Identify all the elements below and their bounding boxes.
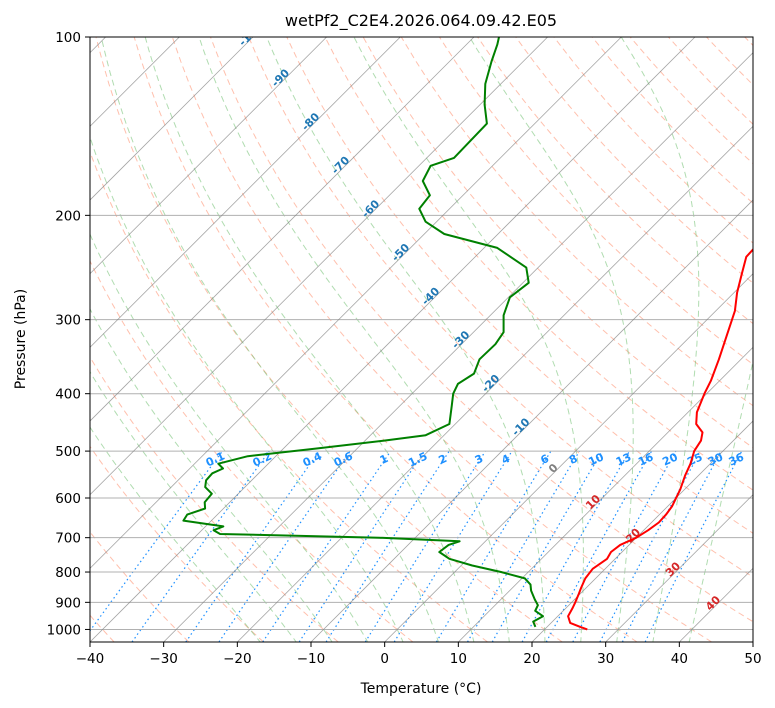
moist-adiabat xyxy=(469,37,634,642)
x-tick-label: 40 xyxy=(671,651,688,667)
isotherm-line xyxy=(90,37,622,569)
isotherm-line xyxy=(237,125,753,642)
mixing-ratio-label: 13 xyxy=(614,450,633,468)
plot-frame xyxy=(89,36,754,643)
x-tick-label: −20 xyxy=(223,651,252,667)
dry-adiabat xyxy=(171,37,712,642)
dry-adiabat xyxy=(515,37,753,284)
dry-adiabat xyxy=(210,37,753,623)
isotherm-line xyxy=(605,494,753,642)
y-tick-label: 200 xyxy=(55,208,81,224)
mixing-ratio-label: 30 xyxy=(706,450,726,468)
isotherm-line xyxy=(90,37,401,348)
isotherm-line xyxy=(531,420,753,642)
plot-area: -100-90-80-70-60-50-40-30-20-10010203040… xyxy=(90,20,753,642)
dry-adiabat xyxy=(286,37,753,534)
y-tick-label: 100 xyxy=(55,30,81,46)
mixing-ratio-label: 20 xyxy=(660,450,680,468)
moist-adiabat xyxy=(198,37,510,642)
grid-lines xyxy=(90,37,753,630)
y-tick-label: 900 xyxy=(55,595,81,611)
skewed-isotherms xyxy=(90,37,753,642)
mixing-ratio-label: 16 xyxy=(636,450,656,468)
moist-adiabat xyxy=(90,232,369,642)
isotherm-line xyxy=(163,52,753,642)
isotherm-line xyxy=(90,37,548,496)
isotherm-label: -100 xyxy=(236,20,265,49)
isotherm-line xyxy=(458,346,753,642)
dry-adiabat xyxy=(248,37,753,578)
sounding-series xyxy=(182,37,753,631)
moist-adiabats xyxy=(90,37,753,642)
x-tick-label: −10 xyxy=(297,651,326,667)
x-tick-label: 50 xyxy=(744,651,761,667)
temperature-line xyxy=(567,248,753,631)
isotherm-line xyxy=(90,37,327,275)
x-tick-label: 30 xyxy=(597,651,614,667)
y-tick-label: 400 xyxy=(55,387,81,403)
y-tick-label: 600 xyxy=(55,491,81,507)
mixing-ratio-line xyxy=(185,450,320,642)
isotherm-line xyxy=(90,37,475,422)
y-tick-label: 700 xyxy=(55,531,81,547)
y-tick-label: 500 xyxy=(55,444,81,460)
x-axis: −40 −30 −20 −10 0 10 20 30 40 50 xyxy=(76,642,762,667)
mixing-ratio-line xyxy=(466,450,580,642)
moist-adiabat xyxy=(353,37,584,642)
mixing-ratio-line xyxy=(435,450,552,642)
mixing-ratio-line xyxy=(364,450,486,642)
moist-adiabat xyxy=(100,37,440,642)
dry-adiabat xyxy=(95,37,563,642)
mixing-ratio-line xyxy=(262,450,392,642)
chart-title: wetPf2_C2E4.2026.064.09.42.E05 xyxy=(285,11,557,31)
mixing-ratio-label: 36 xyxy=(727,450,747,468)
y-tick-label: 1000 xyxy=(47,622,81,638)
y-tick-label: 800 xyxy=(55,565,81,581)
y-axis-label: Pressure (hPa) xyxy=(13,289,29,389)
isotherm-line xyxy=(384,273,753,642)
x-tick-label: −30 xyxy=(149,651,178,667)
isotherm-line xyxy=(310,199,753,642)
moist-adiabat xyxy=(144,37,475,642)
isotherm-line xyxy=(90,37,254,201)
moist-adiabat xyxy=(620,37,700,642)
x-tick-label: 20 xyxy=(523,651,540,667)
mixing-ratio-line xyxy=(325,450,450,642)
x-tick-label: −40 xyxy=(76,651,105,667)
mixing-ratio-label: 10 xyxy=(586,450,606,468)
moist-adiabat xyxy=(90,308,333,642)
x-tick-label: 10 xyxy=(450,651,467,667)
dewpoint-line xyxy=(182,37,544,628)
y-tick-label: 300 xyxy=(55,313,81,329)
dry-adiabat xyxy=(324,37,753,491)
dry-adiabat xyxy=(90,445,264,642)
x-axis-label: Temperature (°C) xyxy=(360,681,482,697)
moist-adiabat xyxy=(266,37,546,642)
x-tick-label: 0 xyxy=(380,651,389,667)
isotherm-line xyxy=(90,37,696,642)
moist-adiabat xyxy=(688,358,753,642)
mixing-ratio-line xyxy=(572,450,677,642)
moist-adiabat xyxy=(90,426,261,642)
dry-adiabat xyxy=(90,259,414,642)
moist-adiabat xyxy=(90,370,297,642)
mixing-ratio-line xyxy=(298,450,425,642)
y-axis: 100 200 300 400 500 600 700 800 900 1000 xyxy=(47,30,90,638)
moist-adiabat xyxy=(90,135,404,642)
mixing-ratio-line xyxy=(218,450,351,642)
